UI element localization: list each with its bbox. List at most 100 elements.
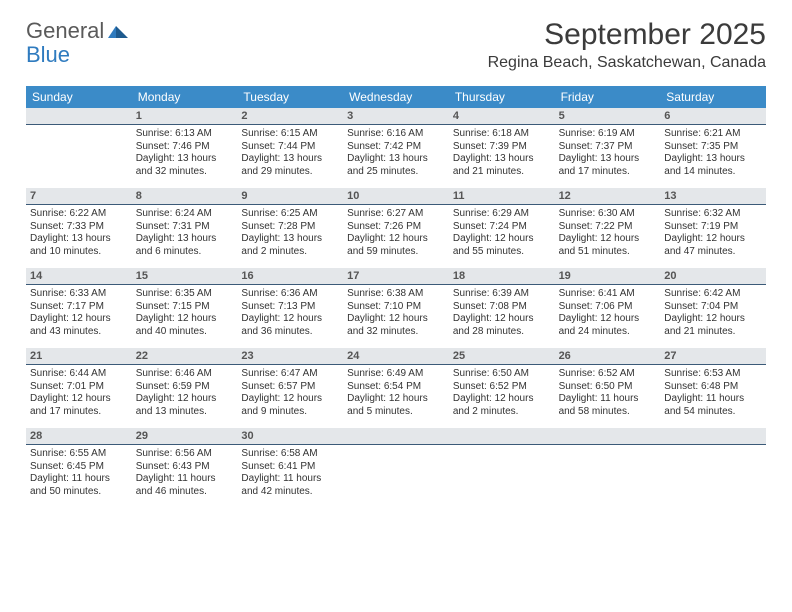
day-number: 13	[660, 188, 766, 205]
sunset-text: Sunset: 7:33 PM	[30, 221, 128, 234]
sunset-text: Sunset: 7:44 PM	[241, 141, 339, 154]
day-number: 29	[132, 428, 238, 445]
day-number: 11	[449, 188, 555, 205]
daylight-text: Daylight: 11 hours and 50 minutes.	[30, 473, 128, 498]
daylight-text: Daylight: 13 hours and 10 minutes.	[30, 233, 128, 258]
calendar-cell-empty	[555, 428, 661, 508]
sunset-text: Sunset: 7:26 PM	[347, 221, 445, 234]
sunset-text: Sunset: 7:01 PM	[30, 381, 128, 394]
daylight-text: Daylight: 12 hours and 9 minutes.	[241, 393, 339, 418]
sunset-text: Sunset: 7:17 PM	[30, 301, 128, 314]
sunrise-text: Sunrise: 6:39 AM	[453, 288, 551, 301]
day-number: 30	[237, 428, 343, 445]
sunrise-text: Sunrise: 6:16 AM	[347, 128, 445, 141]
daylight-text: Daylight: 12 hours and 21 minutes.	[664, 313, 762, 338]
sunset-text: Sunset: 6:45 PM	[30, 461, 128, 474]
daylight-text: Daylight: 13 hours and 25 minutes.	[347, 153, 445, 178]
sunset-text: Sunset: 7:06 PM	[559, 301, 657, 314]
day-number: 23	[237, 348, 343, 365]
brand-part2: Blue	[26, 42, 70, 67]
sunrise-text: Sunrise: 6:30 AM	[559, 208, 657, 221]
sunset-text: Sunset: 7:15 PM	[136, 301, 234, 314]
calendar-cell: 23 Sunrise: 6:47 AMSunset: 6:57 PMDayligh…	[237, 348, 343, 428]
daylight-text: Daylight: 13 hours and 14 minutes.	[664, 153, 762, 178]
sunset-text: Sunset: 6:57 PM	[241, 381, 339, 394]
day-number	[555, 428, 661, 445]
day-number: 17	[343, 268, 449, 285]
day-header-row: Sunday Monday Tuesday Wednesday Thursday…	[26, 86, 766, 108]
weeks-container: 1Sunrise: 6:13 AMSunset: 7:46 PMDaylight…	[26, 108, 766, 508]
week-row: 7Sunrise: 6:22 AMSunset: 7:33 PMDaylight…	[26, 188, 766, 268]
day-number: 24	[343, 348, 449, 365]
sunrise-text: Sunrise: 6:18 AM	[453, 128, 551, 141]
sunrise-text: Sunrise: 6:49 AM	[347, 368, 445, 381]
daylight-text: Daylight: 11 hours and 58 minutes.	[559, 393, 657, 418]
sunset-text: Sunset: 7:37 PM	[559, 141, 657, 154]
calendar-cell: 5Sunrise: 6:19 AMSunset: 7:37 PMDaylight…	[555, 108, 661, 188]
dayhead-sun: Sunday	[26, 86, 132, 108]
sunrise-text: Sunrise: 6:46 AM	[136, 368, 234, 381]
sunrise-text: Sunrise: 6:42 AM	[664, 288, 762, 301]
day-number: 6	[660, 108, 766, 125]
calendar-cell: 28Sunrise: 6:55 AMSunset: 6:45 PMDayligh…	[26, 428, 132, 508]
daylight-text: Daylight: 12 hours and 2 minutes.	[453, 393, 551, 418]
daylight-text: Daylight: 12 hours and 47 minutes.	[664, 233, 762, 258]
sunset-text: Sunset: 6:50 PM	[559, 381, 657, 394]
calendar-cell: 19Sunrise: 6:41 AMSunset: 7:06 PMDayligh…	[555, 268, 661, 348]
sunrise-text: Sunrise: 6:24 AM	[136, 208, 234, 221]
day-number: 1	[132, 108, 238, 125]
calendar-cell-empty	[343, 428, 449, 508]
day-number: 7	[26, 188, 132, 205]
day-number: 16	[237, 268, 343, 285]
sunrise-text: Sunrise: 6:36 AM	[241, 288, 339, 301]
day-number	[660, 428, 766, 445]
calendar-cell: 30Sunrise: 6:58 AMSunset: 6:41 PMDayligh…	[237, 428, 343, 508]
week-row: 21Sunrise: 6:44 AMSunset: 7:01 PMDayligh…	[26, 348, 766, 428]
calendar-cell: 25Sunrise: 6:50 AMSunset: 6:52 PMDayligh…	[449, 348, 555, 428]
sunrise-text: Sunrise: 6:47 AM	[241, 368, 339, 381]
sunrise-text: Sunrise: 6:25 AM	[241, 208, 339, 221]
week-row: 1Sunrise: 6:13 AMSunset: 7:46 PMDaylight…	[26, 108, 766, 188]
sunset-text: Sunset: 7:35 PM	[664, 141, 762, 154]
day-number: 3	[343, 108, 449, 125]
sunset-text: Sunset: 6:41 PM	[241, 461, 339, 474]
daylight-text: Daylight: 12 hours and 13 minutes.	[136, 393, 234, 418]
sunrise-text: Sunrise: 6:50 AM	[453, 368, 551, 381]
day-number: 21	[26, 348, 132, 365]
calendar: Sunday Monday Tuesday Wednesday Thursday…	[26, 86, 766, 508]
sunset-text: Sunset: 7:39 PM	[453, 141, 551, 154]
title-month: September 2025	[488, 18, 766, 52]
sunset-text: Sunset: 7:19 PM	[664, 221, 762, 234]
day-number: 18	[449, 268, 555, 285]
day-number: 20	[660, 268, 766, 285]
day-number: 28	[26, 428, 132, 445]
sunrise-text: Sunrise: 6:19 AM	[559, 128, 657, 141]
calendar-cell: 24Sunrise: 6:49 AMSunset: 6:54 PMDayligh…	[343, 348, 449, 428]
daylight-text: Daylight: 12 hours and 43 minutes.	[30, 313, 128, 338]
sunset-text: Sunset: 6:54 PM	[347, 381, 445, 394]
calendar-cell: 2Sunrise: 6:15 AMSunset: 7:44 PMDaylight…	[237, 108, 343, 188]
sunrise-text: Sunrise: 6:56 AM	[136, 448, 234, 461]
sunrise-text: Sunrise: 6:15 AM	[241, 128, 339, 141]
sunrise-text: Sunrise: 6:53 AM	[664, 368, 762, 381]
day-number: 10	[343, 188, 449, 205]
calendar-cell: 20Sunrise: 6:42 AMSunset: 7:04 PMDayligh…	[660, 268, 766, 348]
sunrise-text: Sunrise: 6:58 AM	[241, 448, 339, 461]
daylight-text: Daylight: 12 hours and 28 minutes.	[453, 313, 551, 338]
daylight-text: Daylight: 12 hours and 24 minutes.	[559, 313, 657, 338]
calendar-cell: 10Sunrise: 6:27 AMSunset: 7:26 PMDayligh…	[343, 188, 449, 268]
calendar-cell: 6Sunrise: 6:21 AMSunset: 7:35 PMDaylight…	[660, 108, 766, 188]
calendar-cell: 16Sunrise: 6:36 AMSunset: 7:13 PMDayligh…	[237, 268, 343, 348]
dayhead-thu: Thursday	[449, 86, 555, 108]
daylight-text: Daylight: 13 hours and 17 minutes.	[559, 153, 657, 178]
calendar-cell: 26Sunrise: 6:52 AMSunset: 6:50 PMDayligh…	[555, 348, 661, 428]
page-header: General September 2025 Regina Beach, Sas…	[0, 0, 792, 76]
daylight-text: Daylight: 13 hours and 2 minutes.	[241, 233, 339, 258]
daylight-text: Daylight: 12 hours and 36 minutes.	[241, 313, 339, 338]
calendar-cell: 27Sunrise: 6:53 AMSunset: 6:48 PMDayligh…	[660, 348, 766, 428]
sunset-text: Sunset: 6:48 PM	[664, 381, 762, 394]
daylight-text: Daylight: 12 hours and 17 minutes.	[30, 393, 128, 418]
day-number: 22	[132, 348, 238, 365]
daylight-text: Daylight: 11 hours and 54 minutes.	[664, 393, 762, 418]
dayhead-tue: Tuesday	[237, 86, 343, 108]
